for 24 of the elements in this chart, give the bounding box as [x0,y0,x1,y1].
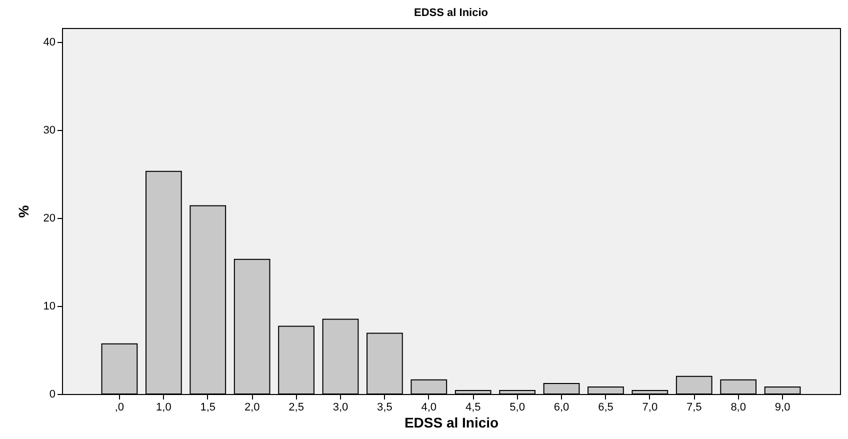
y-tick-label: 40 [43,36,56,49]
x-tick-label: 7,0 [642,402,658,414]
x-tick-label: 1,0 [156,402,172,414]
y-tick-label: 10 [43,300,56,313]
y-tick-label: 20 [43,212,56,225]
x-tick-label: 9,0 [774,402,790,414]
x-tick-label: 5,0 [510,402,525,414]
x-tick-label: 4,5 [465,402,481,414]
x-axis-title: EDSS al Inicio [404,414,499,430]
x-tick-label: 6,0 [554,402,570,414]
y-tick-label: 30 [43,124,56,137]
chart-title: EDSS al Inicio [414,7,488,19]
x-tick-label: 2,0 [244,402,260,414]
y-tick-label: 0 [49,388,56,400]
y-axis-title: % [15,204,32,218]
x-tick-label: 6,5 [598,402,614,414]
x-tick-label: 7,5 [686,402,702,414]
x-tick-label: ,0 [114,402,124,414]
x-tick-label: 4,0 [421,402,437,414]
x-tick-label: 8,0 [730,402,746,414]
x-tick-label: 3,5 [377,402,392,414]
x-tick-label: 1,5 [200,402,216,414]
x-tick-label: 2,5 [288,402,304,414]
x-tick-label: 3,0 [332,402,348,414]
